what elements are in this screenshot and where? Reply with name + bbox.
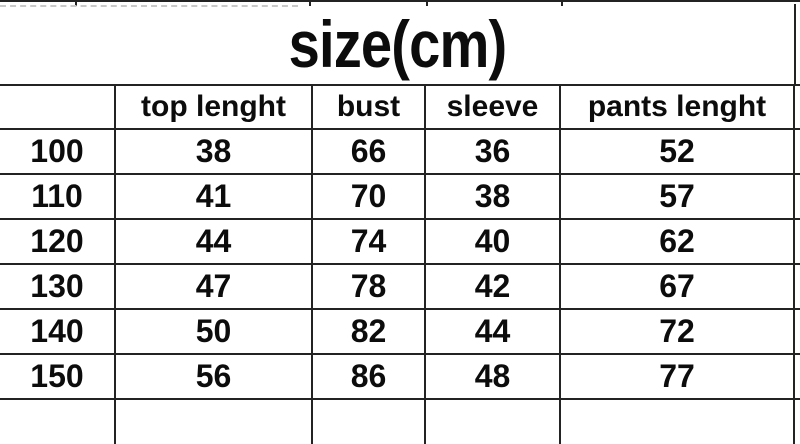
header-cell-top-length: top lenght — [114, 84, 313, 130]
right-sliver-cell — [793, 353, 800, 400]
top-border-line — [0, 0, 800, 2]
value-cell: 42 — [424, 263, 561, 310]
table-row-130: 130 47 78 42 67 — [0, 263, 800, 310]
value-cell: 44 — [424, 308, 561, 355]
top-sliver-tick — [75, 0, 77, 6]
size-cell: 120 — [0, 218, 116, 265]
value-cell: 36 — [424, 128, 561, 175]
size-table: top lenght bust sleeve pants lenght 100 … — [0, 84, 800, 444]
value-cell: 38 — [114, 128, 313, 175]
table-row-120: 120 44 74 40 62 — [0, 218, 800, 265]
header-row: top lenght bust sleeve pants lenght — [0, 84, 800, 130]
value-cell: 57 — [559, 173, 795, 220]
page-break-dashed-line — [0, 5, 298, 7]
value-cell: 50 — [114, 308, 313, 355]
right-sliver-cell — [793, 308, 800, 355]
top-sliver-tick — [426, 0, 428, 6]
value-cell: 48 — [424, 353, 561, 400]
value-cell: 40 — [424, 218, 561, 265]
size-cell: 110 — [0, 173, 116, 220]
right-sliver-cell — [793, 84, 800, 130]
header-cell-sleeve: sleeve — [424, 84, 561, 130]
value-cell: 62 — [559, 218, 795, 265]
header-cell-bust: bust — [311, 84, 426, 130]
size-cell: 140 — [0, 308, 116, 355]
table-row-110: 110 41 70 38 57 — [0, 173, 800, 220]
value-cell: 41 — [114, 173, 313, 220]
value-cell: 82 — [311, 308, 426, 355]
header-cell-pants-length: pants lenght — [559, 84, 795, 130]
right-sliver-cell — [793, 128, 800, 175]
value-cell: 52 — [559, 128, 795, 175]
chart-title: size(cm) — [288, 7, 508, 81]
top-sliver-tick — [561, 0, 563, 6]
value-cell: 38 — [424, 173, 561, 220]
table-row-140: 140 50 82 44 72 — [0, 308, 800, 355]
value-cell: 74 — [311, 218, 426, 265]
value-cell: 66 — [311, 128, 426, 175]
right-sliver-cell — [793, 218, 800, 265]
bottom-cropped-row — [0, 398, 800, 444]
value-cell: 56 — [114, 353, 313, 400]
size-cell: 150 — [0, 353, 116, 400]
value-cell: 77 — [559, 353, 795, 400]
value-cell: 72 — [559, 308, 795, 355]
value-cell: 67 — [559, 263, 795, 310]
value-cell: 70 — [311, 173, 426, 220]
value-cell: 78 — [311, 263, 426, 310]
table-row-150: 150 56 86 48 77 — [0, 353, 800, 400]
value-cell: 47 — [114, 263, 313, 310]
table-row-100: 100 38 66 36 52 — [0, 128, 800, 175]
size-cell: 130 — [0, 263, 116, 310]
top-sliver-tick — [309, 0, 311, 6]
size-cell: 100 — [0, 128, 116, 175]
value-cell: 44 — [114, 218, 313, 265]
right-sliver-cell — [793, 263, 800, 310]
right-sliver-cell — [793, 173, 800, 220]
table-right-border — [794, 4, 796, 84]
header-cell-size — [0, 84, 116, 130]
value-cell: 86 — [311, 353, 426, 400]
